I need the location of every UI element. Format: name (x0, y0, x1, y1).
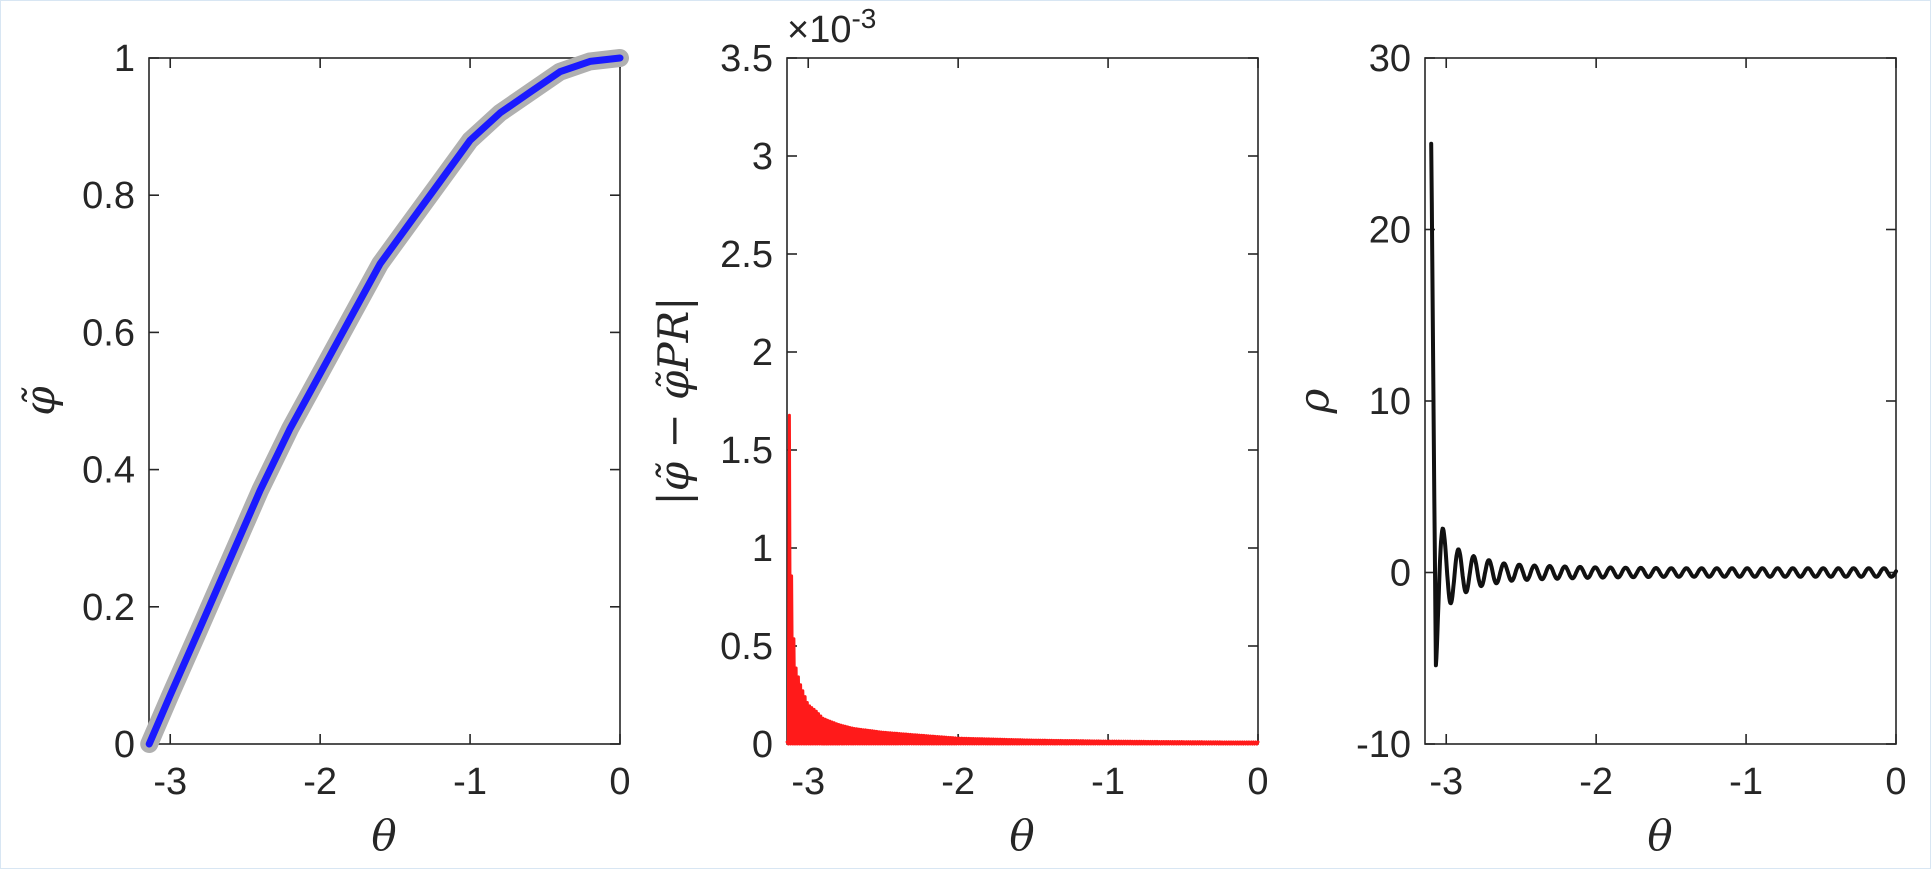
xtick-label: -2 (1579, 761, 1613, 803)
axes-box-3 (1424, 57, 1897, 745)
xtick-label: 0 (1885, 761, 1906, 803)
axes-box-2 (786, 57, 1259, 745)
series-group-3 (1429, 141, 1898, 668)
ytick-label: 2 (752, 332, 773, 374)
y-multiplier-base: ×10 (787, 9, 851, 51)
series-group-1 (140, 49, 629, 753)
series-line (785, 413, 1260, 746)
xtick-label: -3 (1429, 761, 1463, 803)
xlabel-3: θ (1647, 811, 1672, 860)
ytick-label: 0.6 (82, 312, 135, 354)
ytick-label: 0.2 (82, 587, 135, 629)
xtick-label: -2 (941, 761, 975, 803)
ytick-label: 0 (114, 724, 135, 766)
ytick-label: 0.5 (720, 626, 773, 668)
ytick-label: 1 (752, 528, 773, 570)
xtick-label: -3 (153, 761, 187, 803)
xlabel-2: θ (1009, 811, 1034, 860)
y-multiplier: ×10-3 (787, 3, 876, 51)
series-line (145, 54, 624, 748)
xtick-label: -1 (1091, 761, 1125, 803)
panel-2: 00.511.522.533.5-3 -2 -1 0 ×10-3 θ |φ̃ − φ̃… (649, 3, 1269, 860)
xtick-label: -3 (791, 761, 825, 803)
series-line (1429, 141, 1898, 668)
xtick-label: -2 (303, 761, 337, 803)
ytick-label: 0 (752, 724, 773, 766)
ylabel-2: |φ̃ − φ̃PR| (649, 297, 698, 506)
ytick-label: 3.5 (720, 38, 773, 80)
ytick-label: 0 (1390, 553, 1411, 595)
panel-1: 0 0.2 0.4 0.6 0.8 1 -3 -2 -1 0 θ φ̃ (15, 38, 631, 860)
xlabel-1: θ (371, 811, 396, 860)
series-line (140, 49, 629, 753)
xtick-label: 0 (609, 761, 630, 803)
tick-group-2: 0 0.5 1 1.5 2 2.5 3 3.5 -3 -2 -1 0 (720, 38, 1268, 803)
ytick-label: 0.4 (82, 450, 135, 492)
ytick-label: 1.5 (720, 430, 773, 472)
ytick-label: 0.8 (82, 175, 135, 217)
ytick-label: 20 (1369, 210, 1411, 252)
ylabel-1: φ̃ (15, 386, 64, 416)
ytick-label: 10 (1369, 381, 1411, 423)
xtick-label: -1 (1729, 761, 1763, 803)
series-group-2 (785, 413, 1260, 746)
tick-group-1: 0 0.2 0.4 0.6 0.8 1 -3 -2 -1 0 (82, 38, 630, 803)
xtick-label: 0 (1247, 761, 1268, 803)
y-multiplier-exponent: -3 (851, 3, 876, 34)
ylabel-3: ρ (1289, 388, 1338, 414)
xtick-label: -1 (453, 761, 487, 803)
ytick-label: 3 (752, 136, 773, 178)
ytick-label: 2.5 (720, 234, 773, 276)
ytick-label: -10 (1356, 724, 1411, 766)
ytick-label: 30 (1369, 38, 1411, 80)
ytick-label: 1 (114, 38, 135, 80)
axes-box-1 (148, 57, 621, 745)
